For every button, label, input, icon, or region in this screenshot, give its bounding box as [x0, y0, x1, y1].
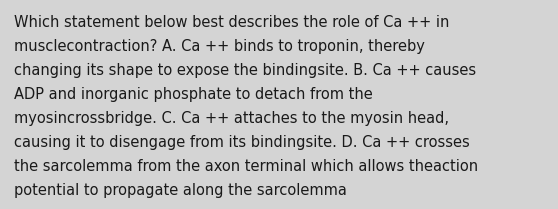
Text: changing its shape to expose the bindingsite. B. Ca ++ causes: changing its shape to expose the binding… — [14, 63, 476, 78]
Text: potential to propagate along the sarcolemma: potential to propagate along the sarcole… — [14, 183, 347, 198]
Text: the sarcolemma from the axon terminal which allows theaction: the sarcolemma from the axon terminal wh… — [14, 159, 478, 174]
Text: ADP and inorganic phosphate to detach from the: ADP and inorganic phosphate to detach fr… — [14, 87, 373, 102]
Text: myosincrossbridge. C. Ca ++ attaches to the myosin head,: myosincrossbridge. C. Ca ++ attaches to … — [14, 111, 449, 126]
Text: Which statement below best describes the role of Ca ++ in: Which statement below best describes the… — [14, 15, 449, 30]
Text: causing it to disengage from its bindingsite. D. Ca ++ crosses: causing it to disengage from its binding… — [14, 135, 470, 150]
Text: musclecontraction? A. Ca ++ binds to troponin, thereby: musclecontraction? A. Ca ++ binds to tro… — [14, 39, 425, 54]
